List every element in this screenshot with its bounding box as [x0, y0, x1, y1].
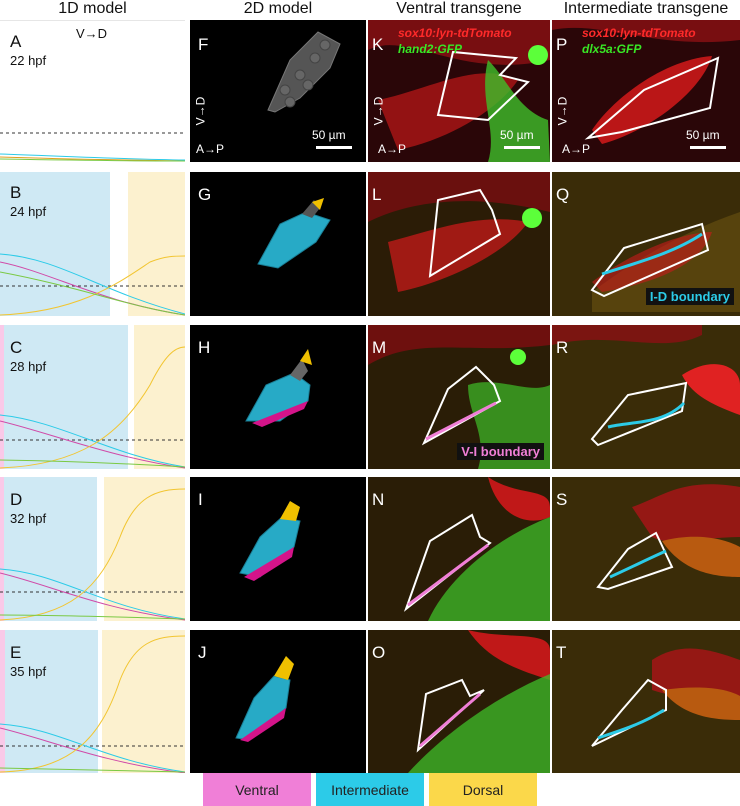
- label-p: P: [556, 35, 568, 54]
- vi-boundary-label: V-I boundary: [457, 443, 544, 460]
- axis-vd-k: V→D: [371, 96, 386, 126]
- label-q: Q: [556, 185, 570, 204]
- transgene-reporter-k: sox10:lyn-tdTomato: [398, 26, 512, 40]
- panel-image-n: N: [368, 477, 550, 621]
- panel-1d-a: A 22 hpf V→D: [0, 20, 185, 162]
- scale-text-p: 50 µm: [686, 128, 720, 142]
- legend-ventral: Ventral: [203, 773, 311, 806]
- gradient-plot-b: [0, 172, 185, 316]
- label-t: T: [556, 643, 567, 662]
- label-d: D: [10, 490, 23, 509]
- panel-2d-f: F V→D A→P 50 µm: [190, 20, 366, 162]
- transgene-ventral-k: hand2:GFP: [398, 42, 463, 56]
- label-m: M: [372, 338, 387, 357]
- gradient-plot-e: [0, 630, 185, 773]
- stage-d: 32 hpf: [10, 511, 47, 526]
- cell-model-j: [235, 656, 294, 742]
- gradient-plot-c: [0, 325, 185, 469]
- legend-intermediate: Intermediate: [316, 773, 424, 806]
- axis-ap-f: A→P: [196, 142, 225, 156]
- micrograph-s: [552, 477, 740, 621]
- micrograph-q: [552, 172, 740, 316]
- label-j: J: [198, 643, 207, 662]
- panel-1d-b: B 24 hpf: [0, 172, 185, 316]
- header-1d-model: 1D model: [58, 0, 127, 17]
- header-2d-model: 2D model: [243, 0, 313, 17]
- axis-vd-1d: V→D: [76, 26, 108, 41]
- label-k: K: [372, 35, 384, 54]
- label-o: O: [372, 643, 386, 662]
- label-a: A: [10, 32, 22, 51]
- label-g: G: [198, 185, 212, 204]
- panel-image-l: L: [368, 172, 550, 316]
- panel-image-m: M V-I boundary: [368, 325, 550, 469]
- panel-image-q: Q I-D boundary: [552, 172, 740, 316]
- scale-bar-p: [690, 146, 726, 149]
- label-f: F: [198, 35, 209, 54]
- micrograph-r: [552, 325, 740, 469]
- label-s: S: [556, 490, 568, 509]
- panel-image-p: P sox10:lyn-tdTomato dlx5a:GFP V→D A→P 5…: [552, 20, 740, 162]
- scale-text-k: 50 µm: [500, 128, 534, 142]
- scale-bar-k: [504, 146, 540, 149]
- stage-e: 35 hpf: [10, 664, 47, 679]
- label-r: R: [556, 338, 569, 357]
- legend-dorsal: Dorsal: [429, 773, 537, 806]
- panel-2d-j: J: [190, 630, 366, 773]
- micrograph-p: [552, 20, 740, 162]
- panel-image-t: T: [552, 630, 740, 773]
- panel-2d-i: I: [190, 477, 366, 621]
- gradient-plot-a: [0, 20, 185, 162]
- cell-model-g: [257, 198, 331, 269]
- micrograph-o: [368, 630, 550, 773]
- micrograph-n: [368, 477, 550, 621]
- label-b: B: [10, 183, 22, 202]
- header-intermediate-transgene: Intermediate transgene: [563, 0, 729, 17]
- id-boundary-label: I-D boundary: [645, 288, 734, 305]
- panel-1d-e: E 35 hpf: [0, 630, 185, 773]
- gradient-plot-d: [0, 477, 185, 621]
- label-i: I: [198, 490, 203, 509]
- panel-2d-g: G: [190, 172, 366, 316]
- stage-c: 28 hpf: [10, 359, 47, 374]
- label-c: C: [10, 338, 23, 357]
- axis-vd-p: V→D: [555, 96, 570, 126]
- label-n: N: [372, 490, 385, 509]
- label-e: E: [10, 643, 22, 662]
- scale-bar-f: [316, 146, 352, 149]
- scale-text-f: 50 µm: [312, 128, 346, 142]
- axis-ap-p: A→P: [562, 142, 591, 156]
- micrograph-k: [368, 20, 550, 162]
- panel-image-r: R: [552, 325, 740, 469]
- transgene-reporter-p: sox10:lyn-tdTomato: [582, 26, 696, 40]
- stage-b: 24 hpf: [10, 204, 47, 219]
- transgene-intermediate-p: dlx5a:GFP: [582, 42, 642, 56]
- stage-a: 22 hpf: [10, 53, 47, 68]
- label-l: L: [372, 185, 382, 204]
- panel-image-s: S: [552, 477, 740, 621]
- cell-model-f: [267, 31, 341, 113]
- panel-1d-d: D 32 hpf: [0, 477, 185, 621]
- panel-1d-c: C 28 hpf: [0, 325, 185, 469]
- cell-model-h: [245, 349, 312, 427]
- panel-2d-h: H: [190, 325, 366, 469]
- label-h: H: [198, 338, 211, 357]
- axis-ap-k: A→P: [378, 142, 407, 156]
- micrograph-l: [368, 172, 550, 316]
- cell-model-i: [239, 501, 301, 581]
- micrograph-t: [552, 630, 740, 773]
- axis-vd-f: V→D: [193, 96, 208, 126]
- panel-image-o: O: [368, 630, 550, 773]
- header-ventral-transgene: Ventral transgene: [396, 0, 522, 17]
- panel-image-k: K sox10:lyn-tdTomato hand2:GFP V→D A→P 5…: [368, 20, 550, 162]
